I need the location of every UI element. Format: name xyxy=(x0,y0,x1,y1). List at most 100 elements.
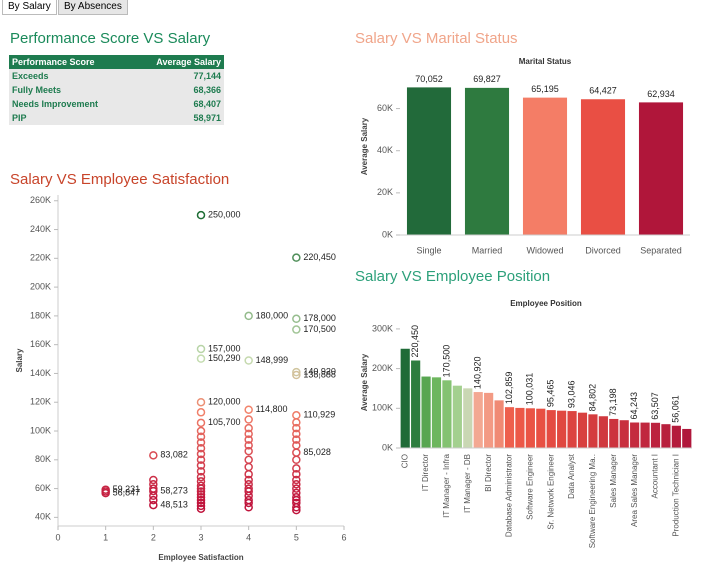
table-row: Fully Meets 68,366 xyxy=(9,83,224,97)
bar xyxy=(473,392,483,448)
value-label: 84,802 xyxy=(587,384,597,412)
point xyxy=(292,492,301,502)
table-title: Performance Score VS Salary xyxy=(10,30,211,47)
cell: 68,407 xyxy=(193,99,221,109)
bar xyxy=(567,411,577,448)
point xyxy=(196,438,206,447)
point xyxy=(196,498,206,508)
value-label: 64,243 xyxy=(629,392,639,420)
point xyxy=(292,505,301,515)
cell: 77,144 xyxy=(193,71,221,81)
bar xyxy=(452,385,462,448)
point xyxy=(292,464,301,473)
x-tick-label: Area Sales Manager xyxy=(630,454,639,527)
value-label: 59,231 xyxy=(113,484,141,494)
tab[interactable]: By Salary xyxy=(2,0,57,15)
point xyxy=(196,472,206,482)
point xyxy=(292,455,301,465)
point xyxy=(292,435,301,444)
point xyxy=(196,490,206,499)
point xyxy=(292,411,301,420)
point xyxy=(244,429,253,439)
x-tick-label: CIO xyxy=(400,454,409,468)
bar xyxy=(484,392,494,448)
value-label: 95,465 xyxy=(546,380,556,408)
x-tick-label: IT Manager - Infra xyxy=(442,453,451,517)
value-label: 110,929 xyxy=(303,410,335,420)
x-tick-label: Database Administrator xyxy=(505,454,514,537)
value-label: 220,450 xyxy=(303,252,336,262)
bar xyxy=(411,360,421,448)
value-label: 138,888 xyxy=(303,369,336,379)
point xyxy=(196,501,206,511)
point xyxy=(196,210,206,220)
point xyxy=(149,486,158,496)
cell: Needs Improvement xyxy=(12,99,99,109)
point xyxy=(292,448,301,457)
point xyxy=(244,462,253,472)
x-tick-label: Divorced xyxy=(585,245,621,255)
point xyxy=(292,475,301,485)
bar xyxy=(525,408,535,448)
point xyxy=(196,426,206,436)
y-axis-label: Salary xyxy=(15,348,24,373)
point xyxy=(196,354,206,363)
point xyxy=(196,467,206,476)
x-tick-label: 6 xyxy=(341,532,346,542)
point xyxy=(244,487,253,496)
y-tick-label: 60K xyxy=(35,483,51,493)
point xyxy=(244,311,253,321)
point xyxy=(244,446,253,456)
table-header: Performance Score Average Salary xyxy=(9,55,224,69)
value-label: 65,195 xyxy=(531,84,559,94)
point xyxy=(196,461,206,470)
value-label: 62,934 xyxy=(647,89,675,99)
point xyxy=(292,314,301,324)
y-tick-label: 0K xyxy=(382,229,393,239)
point xyxy=(292,484,301,493)
value-label: 105,700 xyxy=(208,417,241,427)
value-label: 140,920 xyxy=(473,357,483,390)
point xyxy=(244,475,253,485)
point xyxy=(244,356,253,365)
point xyxy=(244,498,253,508)
x-tick-label: Accountant I xyxy=(651,454,660,498)
value-label: 83,082 xyxy=(160,450,188,460)
cell: Exceeds xyxy=(12,71,49,81)
point xyxy=(196,495,206,505)
chart-title: Salary VS Employee Satisfaction xyxy=(10,171,229,188)
value-label: 114,800 xyxy=(256,404,288,414)
x-tick-label: Married xyxy=(472,245,503,255)
value-label: 48,513 xyxy=(160,499,188,509)
tab[interactable]: By Absences xyxy=(58,0,128,15)
point xyxy=(292,423,301,433)
value-label: 148,999 xyxy=(256,355,289,365)
value-label: 64,427 xyxy=(589,86,617,96)
y-tick-label: 40K xyxy=(377,145,393,155)
bar xyxy=(421,376,431,448)
table-row: Needs Improvement 68,407 xyxy=(9,97,224,111)
bar xyxy=(682,428,692,448)
value-label: 250,000 xyxy=(208,210,241,220)
point xyxy=(196,344,206,354)
x-tick-label: 2 xyxy=(151,532,156,542)
point xyxy=(149,491,158,501)
y-tick-label: 200K xyxy=(372,363,393,373)
bar xyxy=(580,99,626,236)
x-tick-label: 5 xyxy=(294,532,299,542)
chart-subtitle: Marital Status xyxy=(519,57,572,66)
chart-title: Salary VS Marital Status xyxy=(355,30,518,47)
y-axis-label: Average Salary xyxy=(360,353,369,411)
x-axis-label: Employee Satisfaction xyxy=(158,553,243,562)
x-tick-label: Sr. Network Engineer xyxy=(546,454,555,530)
x-tick-label: IT Director xyxy=(421,454,430,492)
bar xyxy=(504,407,515,448)
point xyxy=(196,455,206,465)
bar xyxy=(406,87,452,235)
cell: 68,366 xyxy=(193,85,221,95)
bar xyxy=(442,380,452,448)
point xyxy=(292,480,301,489)
point xyxy=(292,469,301,479)
value-label: 73,198 xyxy=(608,388,618,416)
